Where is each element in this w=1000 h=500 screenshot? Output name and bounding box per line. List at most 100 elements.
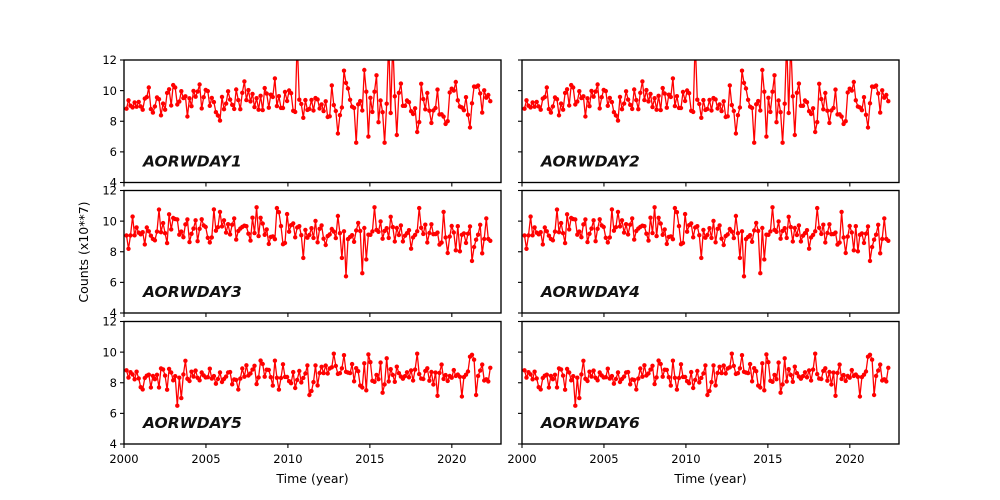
data-point: [386, 379, 391, 384]
data-point: [248, 99, 253, 104]
data-point: [221, 107, 227, 112]
data-point: [784, 379, 789, 384]
data-point: [207, 103, 212, 109]
data-point: [488, 238, 493, 243]
data-point: [187, 96, 192, 101]
data-point: [240, 90, 245, 96]
data-point: [674, 94, 680, 99]
data-point: [794, 371, 800, 376]
data-point: [886, 99, 891, 104]
data-point: [211, 373, 217, 379]
data-point: [621, 230, 627, 235]
data-point: [725, 232, 730, 237]
data-point: [532, 225, 537, 230]
data-point: [429, 369, 434, 375]
data-point: [752, 228, 757, 233]
data-point: [215, 376, 221, 382]
data-point: [384, 101, 389, 106]
data-point: [785, 38, 789, 42]
data-point: [341, 68, 347, 73]
data-point: [475, 83, 481, 88]
data-point: [284, 98, 290, 104]
data-point: [792, 132, 797, 138]
data-point: [701, 371, 706, 376]
data-point: [335, 213, 341, 219]
data-point: [132, 233, 137, 238]
data-point: [183, 358, 188, 363]
data-point: [593, 239, 598, 244]
data-point: [794, 90, 800, 96]
data-point: [656, 358, 661, 363]
series-aorwday3: [124, 205, 493, 279]
data-point: [664, 105, 669, 110]
data-point: [260, 221, 265, 226]
data-point: [538, 387, 543, 392]
data-point: [737, 255, 743, 261]
data-point: [331, 229, 336, 234]
data-point: [223, 101, 229, 106]
data-point: [362, 225, 367, 231]
data-point: [256, 107, 261, 112]
data-point: [388, 110, 393, 116]
data-point: [587, 104, 592, 109]
data-point: [579, 235, 584, 240]
data-point: [152, 377, 158, 382]
data-point: [699, 115, 704, 121]
data-point: [884, 379, 889, 384]
data-point: [315, 97, 320, 102]
data-point: [445, 250, 450, 256]
data-point: [410, 378, 416, 383]
y-tick-label: 8: [110, 245, 117, 259]
data-point: [449, 375, 454, 380]
data-point: [354, 140, 359, 145]
data-point: [798, 239, 804, 244]
data-point: [406, 375, 412, 380]
data-point: [628, 102, 633, 108]
data-point: [475, 232, 481, 237]
data-point: [691, 385, 696, 391]
data-point: [463, 372, 469, 377]
data-point: [376, 377, 381, 382]
data-point: [701, 97, 706, 103]
data-point: [488, 99, 493, 104]
data-point: [855, 374, 861, 379]
data-point: [337, 113, 343, 118]
data-point: [276, 94, 282, 99]
data-point: [148, 106, 154, 112]
data-point: [560, 231, 566, 236]
data-point: [863, 231, 869, 236]
panel-label-aorwday2: AORWDAY2: [540, 153, 640, 171]
data-point: [136, 376, 141, 381]
data-point: [244, 97, 249, 103]
data-point: [880, 88, 885, 93]
series-aorwday6: [522, 351, 891, 408]
data-point: [317, 226, 322, 231]
data-point: [790, 239, 795, 244]
data-point: [305, 363, 310, 368]
data-point: [603, 375, 608, 380]
data-point: [739, 229, 745, 234]
data-point: [284, 374, 290, 380]
data-point: [132, 377, 137, 382]
data-point: [372, 89, 377, 94]
data-point: [486, 379, 491, 384]
data-point: [230, 222, 235, 227]
data-point: [410, 111, 416, 117]
data-point: [810, 106, 816, 111]
data-point: [615, 209, 621, 215]
data-line: [523, 205, 889, 277]
data-point: [810, 232, 816, 238]
data-point: [650, 104, 655, 110]
data-point: [603, 235, 608, 240]
data-point: [465, 112, 471, 118]
data-point: [595, 226, 600, 231]
data-point: [719, 236, 724, 241]
data-point: [370, 109, 375, 115]
data-point: [778, 236, 783, 241]
data-point: [861, 372, 867, 377]
data-point: [274, 103, 280, 109]
data-point: [169, 103, 174, 108]
data-point: [439, 362, 444, 367]
panel-label-aorwday5: AORWDAY5: [142, 414, 242, 432]
data-point: [368, 232, 373, 237]
